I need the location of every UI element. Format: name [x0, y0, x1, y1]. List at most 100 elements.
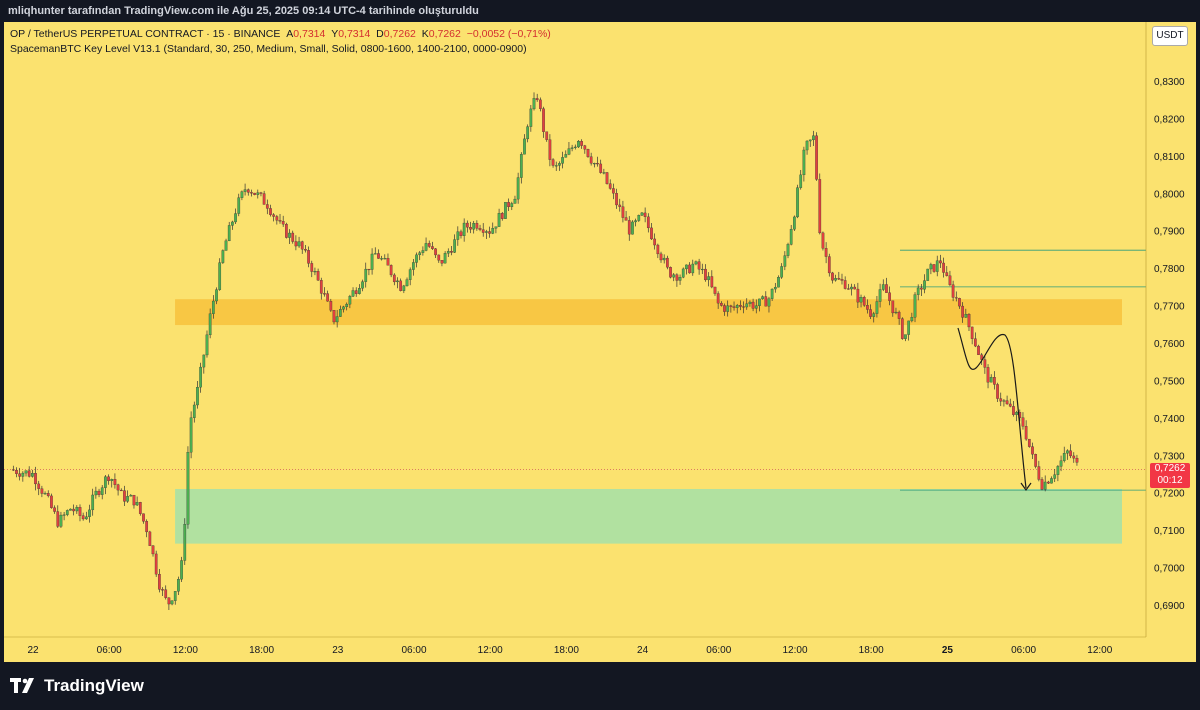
candle-body — [1027, 438, 1031, 447]
candle-body — [348, 296, 352, 305]
candle-body — [335, 316, 339, 323]
candles-layer — [11, 92, 1079, 610]
candle-body — [269, 208, 272, 215]
candle-body — [510, 203, 514, 208]
candle-body — [815, 135, 818, 180]
open-value: 0,7314 — [293, 28, 326, 40]
candle-body — [34, 473, 37, 485]
candle-body — [808, 139, 812, 142]
candle-body — [24, 470, 28, 474]
candle-body — [637, 215, 641, 221]
time-tick-label: 12:00 — [1087, 645, 1112, 656]
candle-body — [554, 165, 558, 167]
candle-body — [307, 250, 310, 264]
candle-body — [767, 298, 771, 307]
candle-body — [580, 141, 583, 146]
time-tick-label: 12:00 — [782, 645, 807, 656]
candle-body — [837, 278, 841, 280]
candle-body — [929, 264, 933, 270]
candle-body — [999, 398, 1003, 402]
candle-body — [1008, 403, 1012, 407]
candle-body — [237, 197, 241, 214]
candle-body — [516, 177, 520, 200]
currency-button[interactable]: USDT — [1152, 26, 1188, 46]
candle-body — [199, 366, 202, 388]
tradingview-logo[interactable]: TradingView — [10, 676, 144, 696]
time-tick-label: 06:00 — [401, 645, 426, 656]
candle-body — [713, 286, 717, 294]
candle-body — [646, 216, 650, 229]
indicator-line[interactable]: SpacemanBTC Key Level V13.1 (Standard, 3… — [10, 43, 527, 55]
candle-body — [529, 108, 533, 127]
candle-body — [1072, 455, 1076, 459]
candle-body — [205, 334, 209, 356]
price-tick-label: 0,8100 — [1154, 152, 1185, 163]
candle-body — [116, 484, 120, 491]
candle-body — [62, 514, 66, 516]
candle-body — [497, 213, 501, 227]
candle-body — [161, 589, 164, 591]
candle-body — [948, 275, 952, 285]
candle-body — [954, 297, 958, 299]
candle-body — [434, 248, 437, 256]
candle-body — [732, 306, 736, 308]
candle-body — [138, 502, 142, 514]
candle-body — [770, 288, 774, 299]
candle-body — [370, 253, 374, 270]
candle-body — [843, 280, 847, 289]
countdown-timer: 00:12 — [1157, 475, 1183, 486]
candle-body — [983, 359, 987, 368]
candle-body — [294, 241, 298, 247]
candle-body — [834, 278, 837, 281]
candle-body — [15, 470, 18, 474]
candle-body — [764, 296, 768, 307]
candle-body — [840, 279, 844, 281]
candle-body — [208, 313, 212, 336]
candle-body — [885, 284, 888, 293]
candle-body — [323, 293, 326, 295]
candle-body — [570, 147, 574, 149]
candle-body — [523, 138, 526, 155]
candle-body — [288, 232, 291, 238]
candle-body — [773, 286, 777, 290]
candle-body — [577, 141, 580, 148]
time-tick-label: 12:00 — [173, 645, 198, 656]
candle-body — [1005, 400, 1009, 405]
candle-body — [183, 524, 187, 561]
candle-body — [1047, 481, 1050, 484]
candle-body — [218, 262, 222, 290]
candle-body — [685, 264, 688, 270]
candle-body — [1062, 453, 1066, 461]
candle-body — [475, 223, 479, 229]
candle-body — [1021, 417, 1025, 427]
candle-body — [1024, 426, 1028, 440]
candle-body — [612, 188, 615, 194]
candle-body — [373, 253, 377, 255]
candle-body — [259, 192, 263, 194]
candle-body — [453, 239, 456, 253]
candle-body — [1053, 474, 1057, 479]
time-tick-label: 18:00 — [554, 645, 579, 656]
candle-body — [75, 507, 79, 512]
candle-body — [243, 189, 247, 192]
candle-body — [532, 98, 536, 110]
candle-body — [650, 227, 653, 240]
change-value: −0,0052 (−0,71%) — [466, 28, 551, 40]
candle-body — [548, 139, 552, 160]
price-tick-label: 0,7500 — [1154, 376, 1185, 387]
candle-body — [891, 300, 895, 314]
candle-body — [88, 509, 91, 517]
candle-body — [31, 473, 34, 477]
chart-frame[interactable] — [4, 22, 1196, 662]
candle-body — [519, 154, 523, 178]
candle-body — [793, 216, 796, 230]
candle-body — [618, 204, 622, 207]
candle-body — [602, 172, 606, 174]
candle-body — [389, 265, 393, 276]
demand-zone — [175, 488, 1123, 544]
candle-body — [123, 490, 126, 502]
resistance-zone — [175, 299, 1123, 326]
candle-body — [935, 260, 939, 272]
candle-body — [751, 301, 755, 309]
